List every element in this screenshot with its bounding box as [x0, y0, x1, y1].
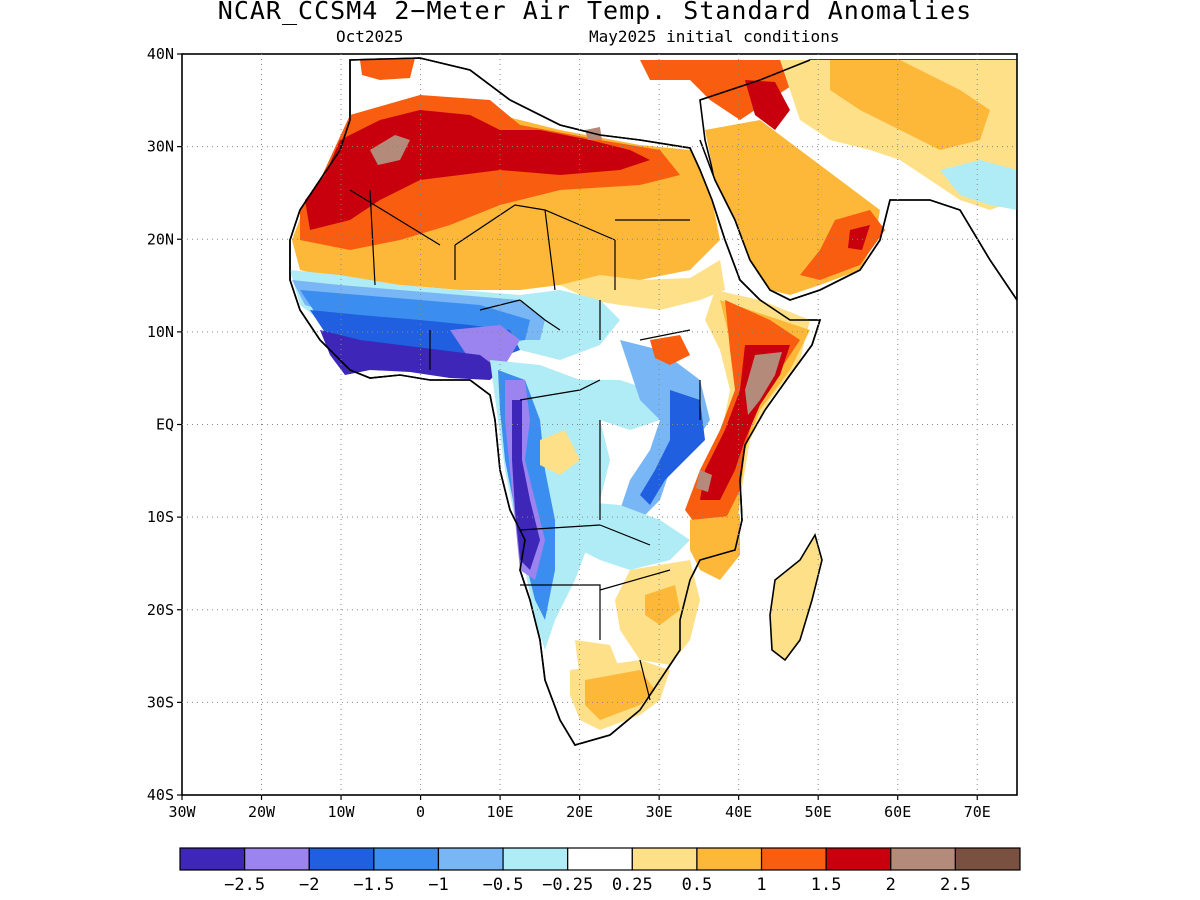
lon-tick-label: 20W [248, 803, 276, 821]
colorbar-swatch [825, 847, 892, 871]
colorbar-swatch [890, 847, 956, 871]
madagascar-landmass [769, 532, 823, 662]
colorbar-swatch [954, 847, 1021, 871]
east-africa-cool-15 [640, 390, 705, 505]
colorbar-label: 2.5 [940, 875, 971, 895]
zambia-anomaly [645, 585, 680, 625]
colorbar-label: −0.5 [483, 875, 524, 895]
colorbar-label: −2 [299, 875, 319, 895]
map-plot-area [289, 57, 1017, 746]
lat-tick-label: 10N [147, 323, 174, 341]
central-asia-cool [940, 160, 1017, 210]
lon-tick-label: 50E [805, 803, 832, 821]
colorbar-label: −2.5 [224, 875, 265, 895]
lon-tick-label: 0 [416, 803, 425, 821]
lat-tick-label: 40S [147, 786, 174, 804]
colorbar-label: 1 [756, 875, 766, 895]
gridlines [182, 54, 1017, 795]
colorbar-label: −1 [428, 875, 448, 895]
horn-anomaly-25 [745, 352, 782, 415]
colorbar-label: 0.25 [612, 875, 653, 895]
colorbar-label: 1.5 [811, 875, 842, 895]
initial-conditions: May2025 initial conditions [589, 27, 840, 46]
lat-tick-label: 10S [147, 508, 174, 526]
lat-tick-label: 40N [147, 45, 174, 63]
lat-tick-label: 20N [147, 230, 174, 248]
lon-tick-label: 60E [884, 803, 911, 821]
lat-tick-label: EQ [156, 416, 174, 434]
east-africa-cool [620, 340, 710, 520]
colorbar-swatch [373, 847, 440, 871]
kenya-anomaly-25 [696, 470, 712, 492]
colorbar-swatch [502, 847, 569, 871]
lon-tick-label: 70E [964, 803, 991, 821]
congo-warm-1 [540, 430, 580, 475]
lon-tick-label: 30E [646, 803, 673, 821]
sahel-anomaly-05 [560, 260, 725, 310]
arabia-anomaly-2 [848, 225, 870, 250]
lon-tick-label: 40E [725, 803, 752, 821]
mozambique-anomaly [690, 515, 740, 580]
north-coast-anomaly [360, 58, 415, 80]
guinea-coast-cool-25 [320, 330, 500, 380]
lat-tick-label: 30N [147, 138, 174, 156]
colorbar-label: 2 [886, 875, 896, 895]
lon-tick-label: 30W [168, 803, 196, 821]
lon-tick-label: 10W [328, 803, 356, 821]
lat-tick-label: 30S [147, 693, 174, 711]
sahara-anomaly-2a [370, 135, 410, 165]
colorbar: −2.5 −2 −1.5 −1 −0.5 −0.25 0.25 0.5 1 1.5 2 2.5 [179, 847, 1021, 895]
arabia-coastline [699, 59, 1017, 301]
iran-anomaly [830, 60, 990, 150]
colorbar-swatch [760, 847, 827, 871]
south-africa-anomaly-1 [585, 670, 655, 720]
lat-tick-label: 20S [147, 601, 174, 619]
colorbar-swatch [244, 847, 310, 871]
lon-tick-label: 10E [487, 803, 514, 821]
levant-anomaly-15 [745, 80, 790, 130]
colorbar-swatch [631, 847, 698, 871]
forecast-month: Oct2025 [336, 27, 404, 46]
colorbar-swatch [437, 847, 504, 871]
chart-title: NCAR_CCSM4 2−Meter Air Temp. Standard An… [217, 0, 973, 25]
colorbar-label: 0.5 [682, 875, 713, 895]
colorbar-label: −0.25 [542, 875, 593, 895]
colorbar-label: −1.5 [353, 875, 394, 895]
colorbar-swatch [308, 847, 375, 871]
africa-coastline [289, 57, 822, 746]
colorbar-swatch [696, 847, 763, 871]
colorbar-swatch [567, 847, 633, 871]
colorbar-swatch [179, 847, 246, 871]
lon-tick-label: 20E [566, 803, 593, 821]
ethiopia-highland [650, 335, 690, 365]
